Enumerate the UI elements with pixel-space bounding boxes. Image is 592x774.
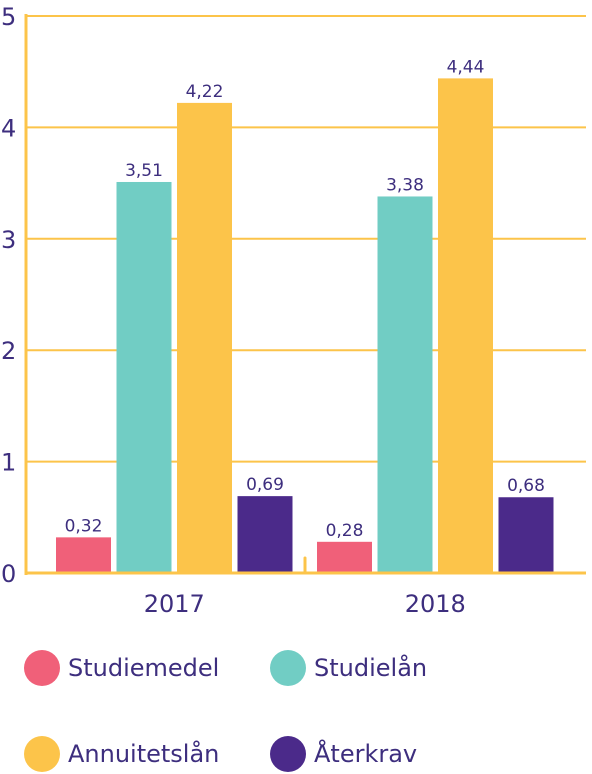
x-tick-label: 2017 — [144, 590, 205, 618]
bar-value-label: 3,38 — [386, 175, 424, 195]
legend-swatch — [270, 736, 306, 772]
bar — [317, 541, 372, 573]
y-tick-label: 0 — [1, 560, 16, 588]
y-axis: 0 1 2 3 4 5 — [1, 3, 28, 588]
bar — [237, 496, 293, 573]
y-tick-label: 2 — [1, 337, 16, 365]
y-tick-label: 5 — [1, 3, 16, 31]
bar — [56, 537, 111, 573]
bar — [498, 497, 554, 573]
y-tick-label: 3 — [1, 226, 16, 254]
bar-value-label: 0,69 — [246, 475, 284, 495]
legend-item-aterkrav: Återkrav — [270, 736, 417, 772]
legend-label: Studiemedel — [68, 654, 220, 682]
gridlines — [26, 15, 586, 463]
legend-swatch — [270, 650, 306, 686]
bars — [56, 78, 554, 573]
legend-label: Annuitetslån — [68, 740, 220, 768]
bar — [177, 102, 232, 573]
y-tick-label: 4 — [1, 114, 16, 142]
legend-item-studiemedel: Studiemedel — [24, 650, 219, 686]
bar-value-label: 4,44 — [447, 57, 485, 77]
value-labels: 0,32 3,51 4,22 0,69 0,28 3,38 4,44 0,68 — [65, 57, 545, 540]
bar — [438, 78, 493, 573]
x-axis: 2017 2018 — [26, 556, 586, 618]
legend-swatch — [24, 736, 60, 772]
bar-value-label: 4,22 — [186, 82, 224, 102]
bar-value-label: 3,51 — [125, 161, 163, 181]
bar-value-label: 0,68 — [507, 476, 545, 496]
bar-value-label: 0,32 — [65, 516, 103, 536]
legend-label: Återkrav — [314, 740, 418, 768]
legend-item-annuitetslan: Annuitetslån — [24, 736, 219, 772]
bar-value-label: 0,28 — [326, 521, 364, 541]
bar — [377, 196, 433, 573]
bar — [116, 181, 172, 573]
x-tick-label: 2018 — [405, 590, 466, 618]
legend-swatch — [24, 650, 60, 686]
legend: Studiemedel Studielån Annuitetslån Återk… — [0, 640, 592, 774]
legend-label: Studielån — [314, 654, 428, 682]
y-tick-label: 1 — [1, 449, 16, 477]
legend-item-studielan: Studielån — [270, 650, 427, 686]
